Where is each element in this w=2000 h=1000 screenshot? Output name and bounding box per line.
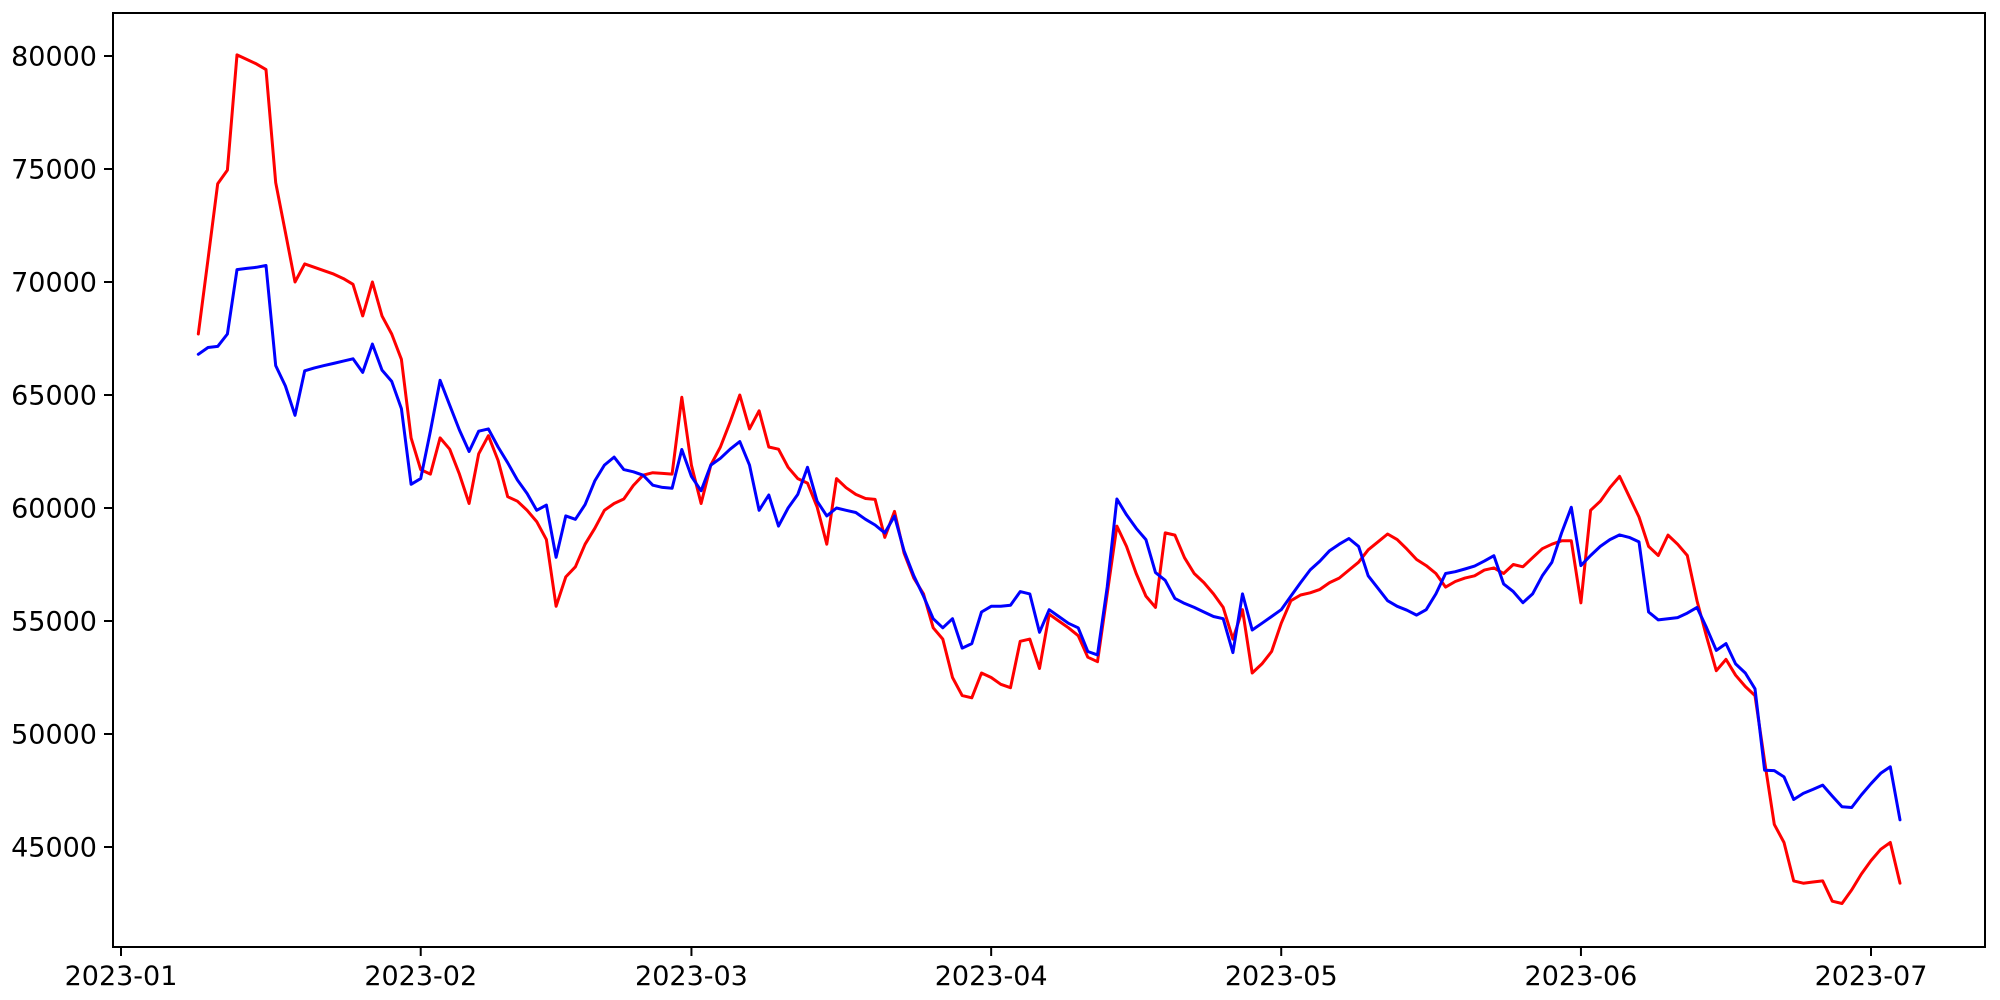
y-tick-label: 70000 — [11, 268, 97, 299]
series-line-series_1_red — [196, 53, 1902, 905]
y-tick-label: 75000 — [11, 155, 97, 186]
x-tick-label: 2023-05 — [1225, 961, 1338, 992]
y-tick-label: 45000 — [11, 833, 97, 864]
y-tick-label: 80000 — [11, 42, 97, 73]
x-tick-label: 2023-07 — [1815, 961, 1928, 992]
x-tick-label: 2023-03 — [635, 961, 748, 992]
y-tick-label: 65000 — [11, 381, 97, 412]
x-tick-label: 2023-06 — [1525, 961, 1638, 992]
plot-border — [112, 12, 1986, 948]
x-tick-label: 2023-01 — [65, 961, 178, 992]
x-tick-label: 2023-04 — [935, 961, 1048, 992]
y-tick-label: 55000 — [11, 607, 97, 638]
y-tick-label: 50000 — [11, 720, 97, 751]
x-tick-label: 2023-02 — [364, 961, 477, 992]
series-line-series_2_blue — [196, 264, 1902, 822]
y-tick-label: 60000 — [11, 494, 97, 525]
